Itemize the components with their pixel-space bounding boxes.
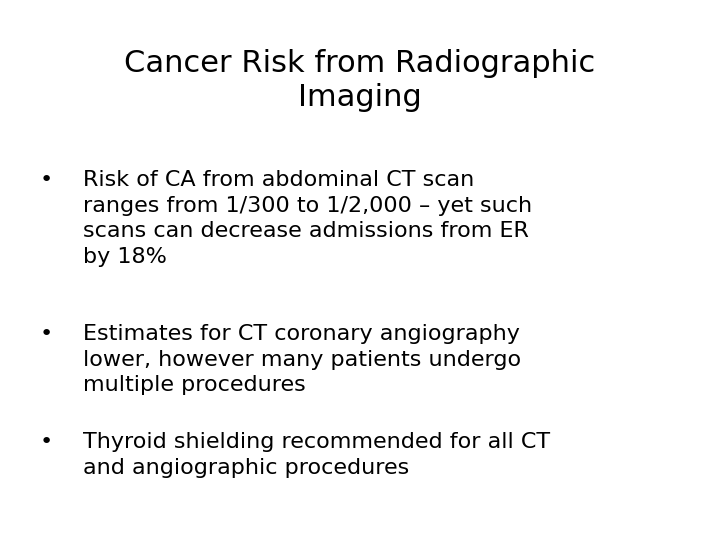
Text: Estimates for CT coronary angiography
lower, however many patients undergo
multi: Estimates for CT coronary angiography lo… [83, 324, 521, 395]
Text: •: • [40, 432, 53, 452]
Text: Cancer Risk from Radiographic
Imaging: Cancer Risk from Radiographic Imaging [125, 49, 595, 112]
Text: Thyroid shielding recommended for all CT
and angiographic procedures: Thyroid shielding recommended for all CT… [83, 432, 550, 477]
Text: Risk of CA from abdominal CT scan
ranges from 1/300 to 1/2,000 – yet such
scans : Risk of CA from abdominal CT scan ranges… [83, 170, 532, 267]
Text: •: • [40, 170, 53, 190]
Text: •: • [40, 324, 53, 344]
